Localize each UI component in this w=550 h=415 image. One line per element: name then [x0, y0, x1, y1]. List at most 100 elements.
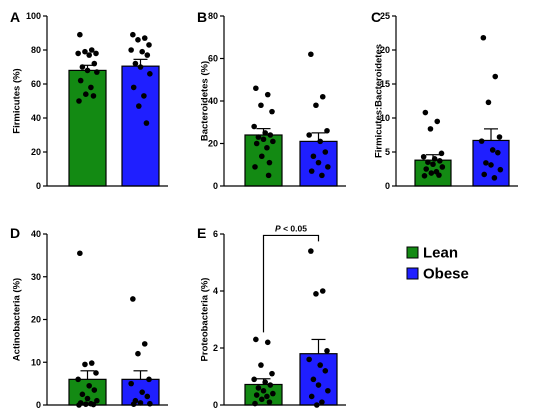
panel-b: B Bacteroidetes (%) 0 20 40 60 80 [197, 9, 346, 191]
data-point [251, 376, 257, 383]
data-point [428, 170, 435, 176]
data-point [325, 164, 331, 170]
data-point [269, 370, 275, 377]
data-point [496, 134, 503, 140]
data-point [137, 400, 144, 406]
data-point [253, 85, 259, 92]
y-tick-label: 20 [31, 315, 41, 325]
y-tick-label: 80 [208, 11, 218, 21]
data-point [313, 291, 319, 297]
data-point [306, 132, 312, 138]
data-point [252, 164, 258, 170]
data-point [258, 102, 264, 109]
data-point [77, 31, 83, 38]
data-point [93, 370, 99, 376]
legend-label-obese: Obese [423, 266, 469, 283]
y-tick-label: 4 [213, 286, 218, 296]
bar-obese [299, 353, 338, 406]
y-tick-label: 5 [385, 147, 390, 157]
significance-bracket [262, 234, 320, 333]
y-tick-label: 20 [31, 147, 41, 157]
y-tick-label: 0 [213, 181, 218, 191]
y-tick-label: 20 [208, 139, 218, 149]
data-point [421, 173, 428, 179]
data-point [264, 393, 270, 400]
data-point [425, 159, 431, 165]
data-point [324, 127, 330, 134]
y-tick-label: 60 [208, 54, 218, 64]
data-point [135, 37, 141, 43]
bar-lean [244, 134, 283, 187]
data-point [308, 248, 314, 254]
data-point [315, 382, 322, 388]
panel-c: C Firmicutes:Bacteroidetes 0 5 10 15 20 25 [371, 9, 518, 191]
data-point [322, 368, 329, 374]
data-point [88, 360, 95, 366]
data-point [141, 93, 147, 99]
data-point [319, 399, 325, 405]
data-point [267, 132, 274, 138]
y-tick-label: 0 [36, 400, 41, 410]
data-point [91, 387, 98, 393]
data-point [325, 387, 331, 394]
y-tick-label: 30 [31, 272, 41, 282]
data-point [82, 361, 88, 368]
data-point [497, 166, 504, 173]
y-tick-label: 0 [385, 181, 390, 191]
data-point [144, 52, 151, 58]
data-point [422, 109, 429, 116]
data-point [128, 47, 134, 53]
panel-e: E Proteobacteria (%) 0 2 4 6 P < 0.05 [197, 223, 346, 410]
data-point [310, 153, 317, 160]
data-point [139, 389, 145, 395]
data-point [253, 336, 259, 343]
data-point [259, 153, 265, 160]
data-point [143, 120, 150, 126]
data-point [255, 385, 262, 391]
data-point [439, 164, 446, 170]
data-point [266, 399, 273, 405]
data-point [84, 395, 91, 402]
data-point [420, 153, 427, 160]
panel-letter: C [371, 9, 381, 25]
data-point [146, 42, 152, 48]
data-point [308, 168, 315, 174]
y-axis-title: Actinobacteria (%) [11, 278, 22, 361]
panel-d: D Actinobacteria (%) 0 10 20 30 40 [10, 225, 168, 410]
data-point [308, 393, 315, 400]
y-axis-title: Firmicutes (%) [11, 68, 22, 133]
data-point [88, 84, 94, 91]
y-tick-label: 2 [213, 343, 218, 353]
panel-a: A Firmicutes (%) 0 20 40 60 80 100 [10, 9, 168, 191]
data-point [93, 50, 99, 57]
y-tick-label: 40 [31, 113, 41, 123]
panel-letter: E [197, 225, 206, 241]
data-point [489, 147, 496, 153]
data-point [488, 162, 494, 168]
legend: Lean Obese [406, 245, 469, 283]
y-axis-title: Bacteroidetes (%) [199, 61, 210, 141]
data-point [86, 382, 92, 389]
bar-obese [121, 65, 160, 187]
data-point [94, 397, 100, 404]
y-tick-label: 10 [31, 357, 41, 367]
data-point [75, 50, 81, 57]
data-point [130, 296, 136, 302]
data-point [306, 356, 312, 363]
y-tick-label: 25 [380, 11, 390, 21]
legend-label-lean: Lean [423, 245, 458, 262]
data-point [136, 103, 142, 109]
data-point [83, 91, 89, 97]
data-point [262, 130, 269, 136]
data-point [262, 379, 269, 386]
data-point [86, 52, 92, 58]
data-point [75, 376, 81, 383]
y-tick-label: 0 [36, 181, 41, 191]
data-point [83, 401, 89, 407]
data-point [139, 48, 145, 55]
data-point [427, 126, 434, 132]
data-point [322, 149, 329, 155]
data-point [77, 77, 84, 84]
data-point [76, 98, 82, 104]
